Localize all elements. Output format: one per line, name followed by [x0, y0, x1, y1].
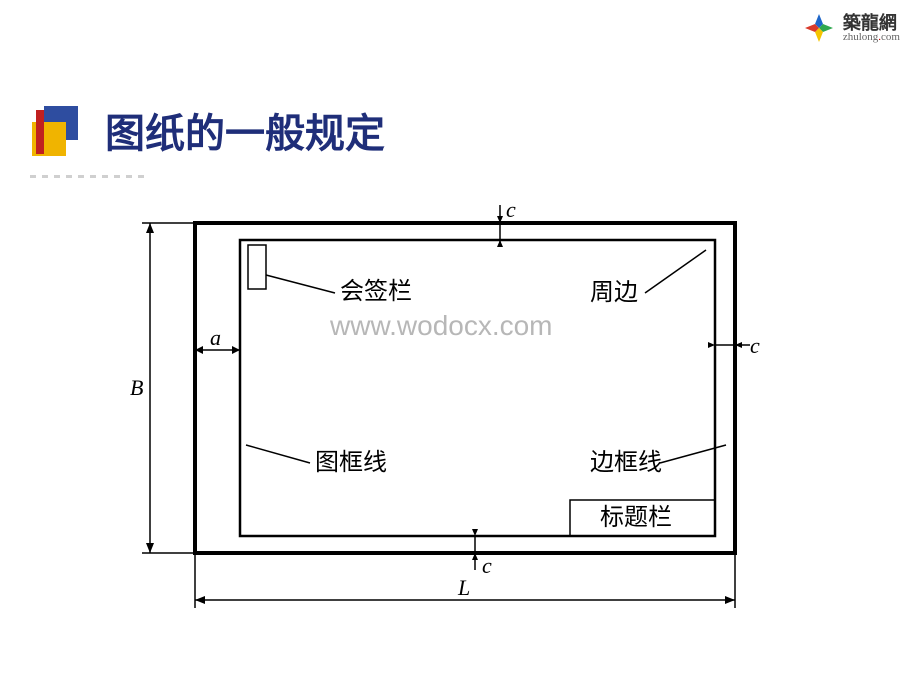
title-icon [30, 100, 90, 160]
dim-a: a [210, 325, 221, 350]
dim-B: B [130, 375, 143, 400]
dim-c-right: c [750, 333, 760, 358]
label-border: 周边 [590, 279, 638, 306]
title-underline [30, 175, 150, 178]
site-logo: 築龍網 zhulong.com [803, 12, 900, 44]
label-signbox: 会签栏 [340, 278, 412, 305]
drawing-sheet-diagram: 标题栏 会签栏 周边 图框线 边框线 B L a [130, 195, 800, 645]
dim-c-top: c [506, 197, 516, 222]
page-title-block: 图纸的一般规定 [30, 100, 385, 160]
logo-icon [803, 12, 835, 44]
logo-text-en: zhulong.com [843, 32, 900, 43]
page-title: 图纸的一般规定 [105, 101, 385, 159]
logo-text-cn: 築龍網 [843, 14, 900, 32]
dim-L: L [457, 575, 470, 600]
label-edgeline: 边框线 [590, 449, 662, 476]
dim-c-bottom: c [482, 553, 492, 578]
label-frameline: 图框线 [315, 449, 387, 476]
watermark: www.wodocx.com [329, 310, 553, 341]
label-titlebox: 标题栏 [600, 504, 672, 531]
